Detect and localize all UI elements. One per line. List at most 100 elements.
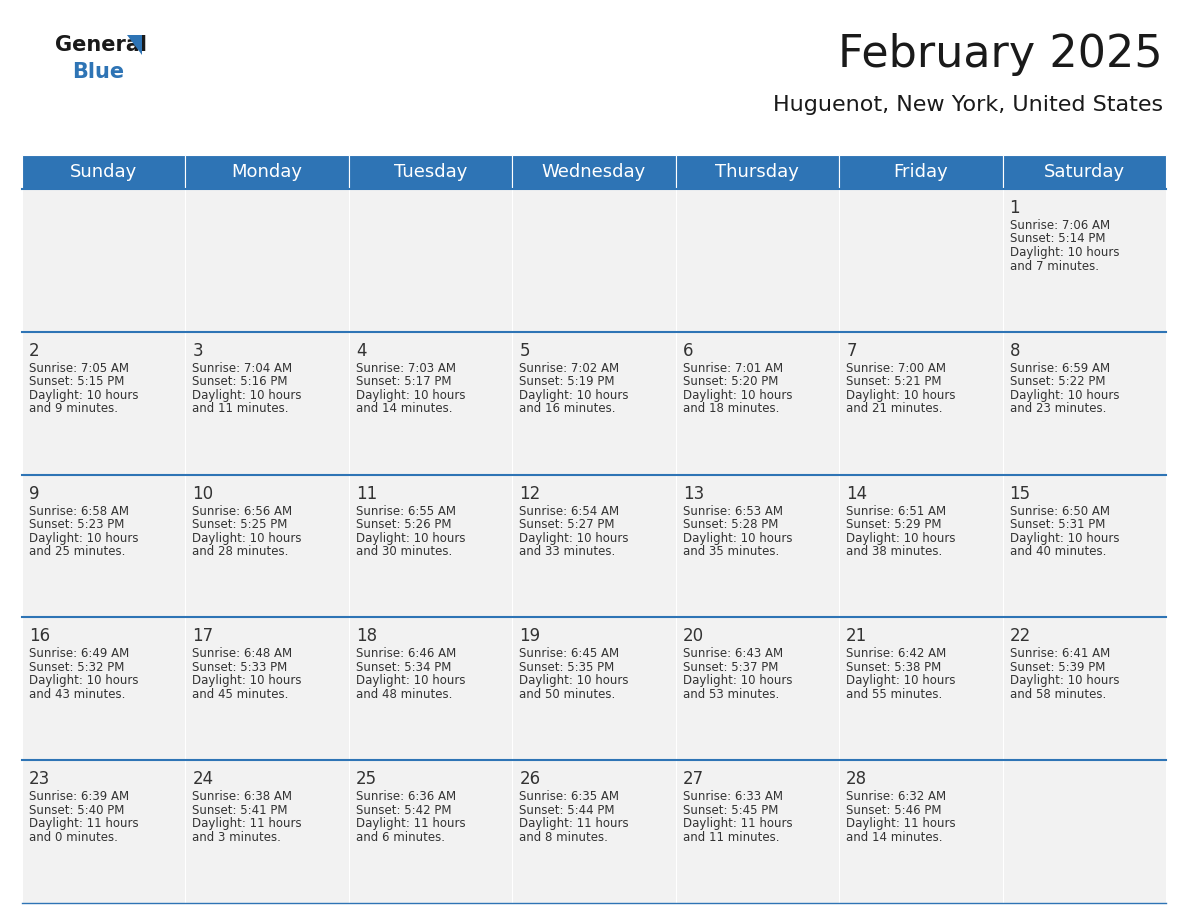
- Text: Sunset: 5:15 PM: Sunset: 5:15 PM: [29, 375, 125, 388]
- Text: Sunset: 5:33 PM: Sunset: 5:33 PM: [192, 661, 287, 674]
- Bar: [23, 618, 185, 760]
- Bar: [23, 155, 185, 189]
- Text: 9: 9: [29, 485, 39, 502]
- Text: Sunrise: 6:43 AM: Sunrise: 6:43 AM: [683, 647, 783, 660]
- Text: and 16 minutes.: and 16 minutes.: [519, 402, 615, 415]
- Text: Sunrise: 6:39 AM: Sunrise: 6:39 AM: [29, 790, 129, 803]
- Text: and 53 minutes.: and 53 minutes.: [683, 688, 779, 701]
- Text: Daylight: 10 hours: Daylight: 10 hours: [29, 675, 139, 688]
- Text: 16: 16: [29, 627, 50, 645]
- Text: Sunrise: 6:46 AM: Sunrise: 6:46 AM: [356, 647, 456, 660]
- Text: 10: 10: [192, 485, 214, 502]
- Text: Sunrise: 7:06 AM: Sunrise: 7:06 AM: [1010, 219, 1110, 232]
- Text: 4: 4: [356, 341, 366, 360]
- Text: Sunrise: 6:59 AM: Sunrise: 6:59 AM: [1010, 362, 1110, 375]
- Text: Sunrise: 6:33 AM: Sunrise: 6:33 AM: [683, 790, 783, 803]
- Text: 15: 15: [1010, 485, 1031, 502]
- Text: Daylight: 10 hours: Daylight: 10 hours: [356, 389, 466, 402]
- Text: Sunset: 5:19 PM: Sunset: 5:19 PM: [519, 375, 614, 388]
- Text: Sunrise: 6:36 AM: Sunrise: 6:36 AM: [356, 790, 456, 803]
- Text: Sunset: 5:17 PM: Sunset: 5:17 PM: [356, 375, 451, 388]
- Text: Sunset: 5:14 PM: Sunset: 5:14 PM: [1010, 232, 1105, 245]
- Bar: [1003, 618, 1165, 760]
- Bar: [512, 475, 676, 618]
- Text: Sunset: 5:20 PM: Sunset: 5:20 PM: [683, 375, 778, 388]
- Text: Wednesday: Wednesday: [542, 163, 646, 181]
- Text: Daylight: 10 hours: Daylight: 10 hours: [356, 532, 466, 544]
- Text: Sunset: 5:45 PM: Sunset: 5:45 PM: [683, 803, 778, 817]
- Bar: [676, 475, 839, 618]
- Bar: [676, 189, 839, 331]
- Text: Daylight: 10 hours: Daylight: 10 hours: [192, 532, 302, 544]
- Text: and 28 minutes.: and 28 minutes.: [192, 545, 289, 558]
- Text: Sunset: 5:34 PM: Sunset: 5:34 PM: [356, 661, 451, 674]
- Text: Sunrise: 7:03 AM: Sunrise: 7:03 AM: [356, 362, 456, 375]
- Text: Sunrise: 6:35 AM: Sunrise: 6:35 AM: [519, 790, 619, 803]
- Text: February 2025: February 2025: [839, 33, 1163, 76]
- Text: Sunset: 5:27 PM: Sunset: 5:27 PM: [519, 518, 614, 532]
- Text: and 38 minutes.: and 38 minutes.: [846, 545, 942, 558]
- Text: Sunrise: 7:00 AM: Sunrise: 7:00 AM: [846, 362, 946, 375]
- Text: 3: 3: [192, 341, 203, 360]
- Text: and 9 minutes.: and 9 minutes.: [29, 402, 118, 415]
- Text: Daylight: 10 hours: Daylight: 10 hours: [519, 532, 628, 544]
- Text: Sunrise: 6:51 AM: Sunrise: 6:51 AM: [846, 505, 947, 518]
- Text: Daylight: 10 hours: Daylight: 10 hours: [1010, 389, 1119, 402]
- Text: Huguenot, New York, United States: Huguenot, New York, United States: [773, 95, 1163, 115]
- Text: 17: 17: [192, 627, 214, 645]
- Text: and 58 minutes.: and 58 minutes.: [1010, 688, 1106, 701]
- Text: Daylight: 11 hours: Daylight: 11 hours: [192, 817, 302, 830]
- Text: 7: 7: [846, 341, 857, 360]
- Text: 23: 23: [29, 770, 50, 789]
- Text: Blue: Blue: [72, 62, 124, 82]
- Bar: [23, 475, 185, 618]
- Text: Sunrise: 7:02 AM: Sunrise: 7:02 AM: [519, 362, 619, 375]
- Text: Daylight: 10 hours: Daylight: 10 hours: [846, 532, 955, 544]
- Text: and 11 minutes.: and 11 minutes.: [683, 831, 779, 844]
- Text: 24: 24: [192, 770, 214, 789]
- Text: 19: 19: [519, 627, 541, 645]
- Text: General: General: [55, 35, 147, 55]
- Text: and 33 minutes.: and 33 minutes.: [519, 545, 615, 558]
- Text: Sunset: 5:21 PM: Sunset: 5:21 PM: [846, 375, 942, 388]
- Bar: [676, 331, 839, 475]
- Text: and 43 minutes.: and 43 minutes.: [29, 688, 126, 701]
- Text: and 8 minutes.: and 8 minutes.: [519, 831, 608, 844]
- Text: Daylight: 10 hours: Daylight: 10 hours: [1010, 675, 1119, 688]
- Bar: [1003, 475, 1165, 618]
- Text: Sunset: 5:23 PM: Sunset: 5:23 PM: [29, 518, 125, 532]
- Text: Sunset: 5:29 PM: Sunset: 5:29 PM: [846, 518, 942, 532]
- Text: and 7 minutes.: and 7 minutes.: [1010, 260, 1099, 273]
- Text: Sunrise: 6:48 AM: Sunrise: 6:48 AM: [192, 647, 292, 660]
- Text: and 3 minutes.: and 3 minutes.: [192, 831, 282, 844]
- Text: 1: 1: [1010, 199, 1020, 217]
- Bar: [349, 475, 512, 618]
- Bar: [839, 760, 1003, 903]
- Text: 5: 5: [519, 341, 530, 360]
- Text: 22: 22: [1010, 627, 1031, 645]
- Text: Sunrise: 6:32 AM: Sunrise: 6:32 AM: [846, 790, 947, 803]
- Bar: [512, 760, 676, 903]
- Text: and 18 minutes.: and 18 minutes.: [683, 402, 779, 415]
- Text: 13: 13: [683, 485, 704, 502]
- Text: Daylight: 10 hours: Daylight: 10 hours: [192, 389, 302, 402]
- Bar: [512, 618, 676, 760]
- Text: Sunday: Sunday: [70, 163, 138, 181]
- Text: 20: 20: [683, 627, 703, 645]
- Text: 25: 25: [356, 770, 377, 789]
- Text: Sunset: 5:16 PM: Sunset: 5:16 PM: [192, 375, 287, 388]
- Text: and 40 minutes.: and 40 minutes.: [1010, 545, 1106, 558]
- Text: Daylight: 10 hours: Daylight: 10 hours: [1010, 532, 1119, 544]
- Text: and 21 minutes.: and 21 minutes.: [846, 402, 942, 415]
- Text: Sunrise: 6:50 AM: Sunrise: 6:50 AM: [1010, 505, 1110, 518]
- Text: Sunrise: 6:49 AM: Sunrise: 6:49 AM: [29, 647, 129, 660]
- Text: and 30 minutes.: and 30 minutes.: [356, 545, 453, 558]
- Text: Sunset: 5:28 PM: Sunset: 5:28 PM: [683, 518, 778, 532]
- Text: Daylight: 10 hours: Daylight: 10 hours: [683, 675, 792, 688]
- Bar: [676, 155, 839, 189]
- Bar: [1003, 189, 1165, 331]
- Bar: [23, 760, 185, 903]
- Text: Daylight: 10 hours: Daylight: 10 hours: [683, 532, 792, 544]
- Text: Sunset: 5:41 PM: Sunset: 5:41 PM: [192, 803, 287, 817]
- Text: Friday: Friday: [893, 163, 948, 181]
